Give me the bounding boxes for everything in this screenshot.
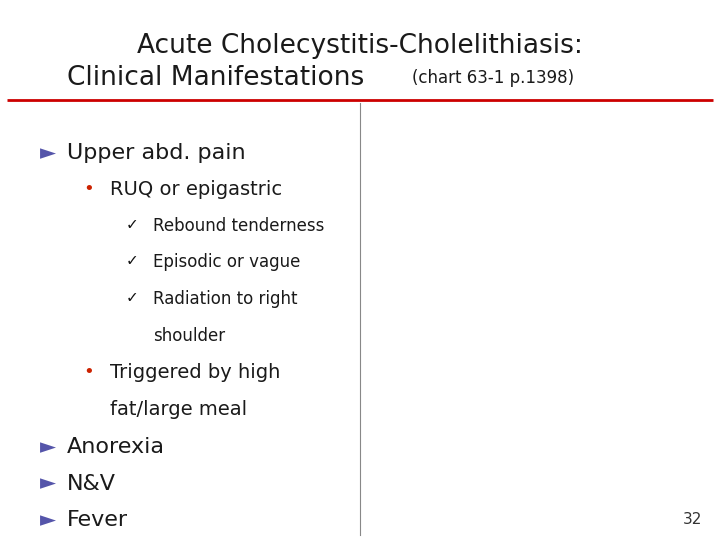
Text: •: • (83, 180, 94, 198)
Text: Fever: Fever (67, 510, 128, 530)
Text: Clinical Manifestations: Clinical Manifestations (68, 65, 364, 91)
Text: RUQ or epigastric: RUQ or epigastric (110, 180, 282, 199)
Text: fat/large meal: fat/large meal (110, 400, 247, 419)
Text: Radiation to right: Radiation to right (153, 290, 298, 308)
Text: N&V: N&V (67, 474, 116, 494)
Text: ►: ► (40, 510, 55, 530)
Text: Episodic or vague: Episodic or vague (153, 253, 301, 271)
Text: Rebound tenderness: Rebound tenderness (153, 217, 325, 234)
Text: shoulder: shoulder (153, 327, 225, 345)
Text: ✓: ✓ (126, 253, 139, 268)
Text: ►: ► (40, 143, 55, 163)
Text: 32: 32 (683, 511, 702, 526)
Text: Acute Cholecystitis-Cholelithiasis:: Acute Cholecystitis-Cholelithiasis: (137, 33, 583, 59)
Text: Upper abd. pain: Upper abd. pain (67, 143, 246, 163)
Text: ✓: ✓ (126, 217, 139, 232)
Text: Anorexia: Anorexia (67, 437, 165, 457)
Text: •: • (83, 363, 94, 381)
Text: ✓: ✓ (126, 290, 139, 305)
Text: ►: ► (40, 437, 55, 457)
Text: (chart 63-1 p.1398): (chart 63-1 p.1398) (412, 69, 575, 87)
Text: Triggered by high: Triggered by high (110, 363, 281, 382)
Text: ►: ► (40, 474, 55, 494)
